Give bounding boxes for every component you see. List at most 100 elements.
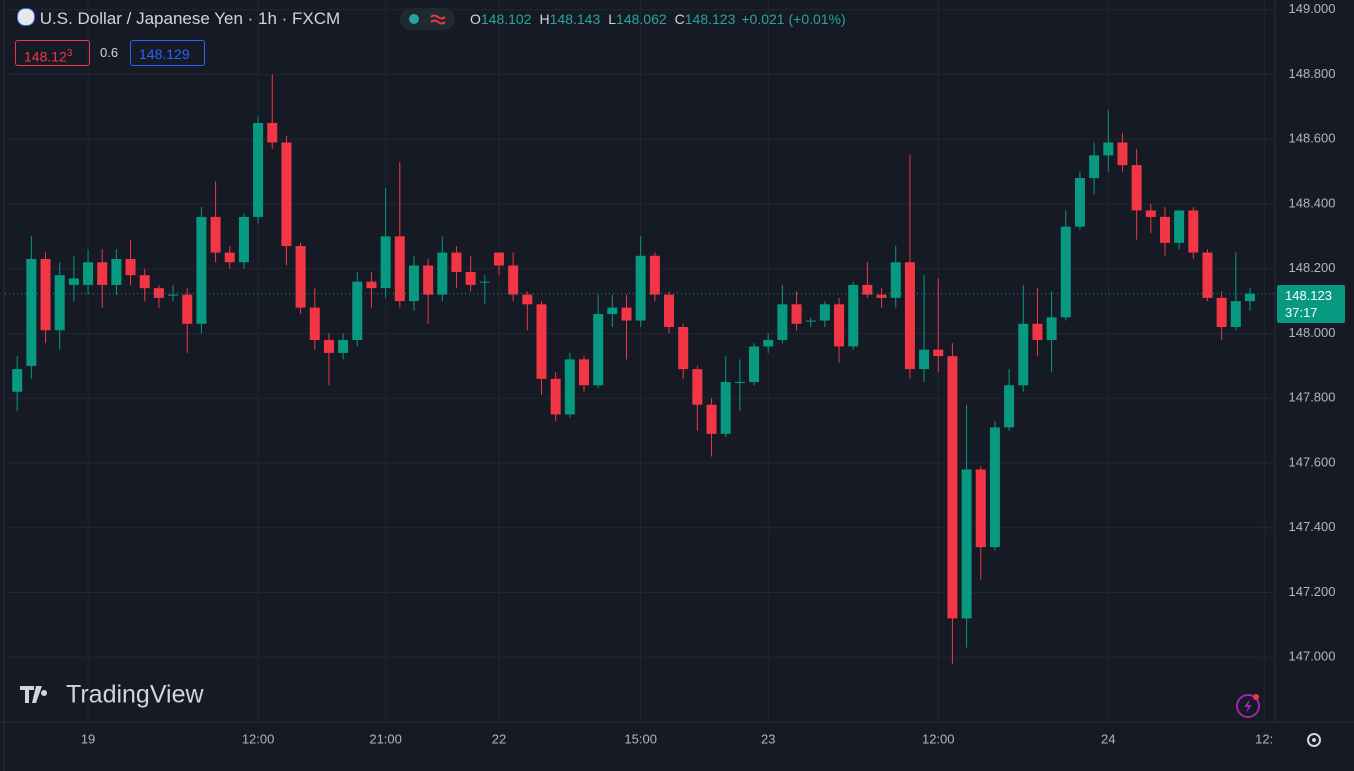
candle-body [1174,210,1185,243]
candle-body [989,427,1000,548]
x-tick-label: 23 [761,731,775,746]
x-tick-label: 12: [1255,731,1273,746]
candle-body [451,252,462,272]
candle-body [423,265,434,295]
candle-body [295,246,306,308]
candle-body [97,262,108,285]
y-tick-label: 147.400 [1289,519,1336,534]
change: +0.021 (+0.01%) [741,11,846,27]
candle-body [621,307,632,321]
candle-body [111,259,122,285]
y-tick-label: 148.200 [1289,260,1336,275]
candle-body [83,262,94,285]
alert-icon[interactable] [1236,694,1260,718]
candle-body [678,327,689,370]
candle-body [394,236,405,302]
candle-body [253,123,264,217]
candle-body [338,339,349,353]
ohlc-label: H [539,11,550,27]
candle-body [593,314,604,386]
status-pill[interactable] [400,8,455,30]
candle-body [479,281,490,283]
y-tick-label: 147.200 [1289,584,1336,599]
candle-body [1230,301,1241,328]
sell-price: 148.12 [24,48,67,65]
candle-body [1032,323,1043,340]
candle-body [961,469,972,619]
candle-body [1074,178,1085,227]
alert-bolt [1244,699,1252,713]
candle-body [168,294,179,296]
alert-dot [1253,694,1259,700]
candle-body [1060,226,1071,318]
x-tick-label: 22 [492,731,506,746]
y-tick-label: 148.800 [1289,66,1336,81]
candle-body [139,275,150,289]
candle-body [834,304,845,347]
sell-pip: 3 [66,48,73,59]
candle-body [267,123,278,143]
candle-body [493,252,504,266]
ohlc-value: 148.123 [684,11,736,27]
candle-body [876,294,887,298]
watermark-icon [20,686,48,703]
candle-body [40,259,51,331]
candle-body [763,339,774,347]
candle-body [323,339,334,353]
candle-body [1117,142,1128,166]
candle-body [692,369,703,405]
x-tick-label: 21:00 [369,731,402,746]
x-tick-label: 12:00 [922,731,955,746]
candle-body [68,278,79,285]
candle-body [536,304,547,379]
x-tick-label: 24 [1101,731,1115,746]
watermark: TradingView [66,681,205,709]
sell-button[interactable]: 148.123 [15,40,90,66]
candle-body [224,252,235,263]
candle-body [54,275,65,331]
candle-body [1216,297,1227,328]
candle-body [805,320,816,322]
y-tick-label: 149.000 [1289,1,1336,16]
symbol: U.S. Dollar / Japanese Yen · 1h · FXCM [39,9,341,28]
candle-body [1145,210,1156,217]
candle-body [635,255,646,321]
x-tick-label: 12:00 [242,731,275,746]
ohlc-row: O148.102 H148.143 L148.062 C148.123 +0.021 (… [470,11,846,27]
candle-body [153,288,164,298]
candle-body [1131,165,1142,211]
candle-body [1004,385,1015,428]
countdown: 37:17 [1285,305,1318,320]
y-tick-label: 148.600 [1289,131,1336,146]
candle-body [664,294,675,328]
candle-body [706,404,717,434]
candle-body [196,216,207,324]
candle-body [975,469,986,548]
candle-body [309,307,320,340]
candle-body [550,378,561,415]
candle-body [791,304,802,324]
candle-body [508,265,519,295]
market-open-dot [409,14,419,24]
candle-body [777,304,788,340]
delay-icon [430,14,446,25]
ohlc-label: O [470,11,481,27]
candle-body [437,252,448,295]
candle-body [890,262,901,298]
candle-body [366,281,377,289]
candle-body [933,349,944,357]
buy-button[interactable]: 148.129 [130,40,205,66]
last-price: 148.123 [1285,288,1332,303]
ohlc-label: C [674,11,685,27]
candle-body [281,142,292,247]
candle-body [1018,323,1029,386]
candle-body [819,304,830,321]
candle-body [210,216,221,253]
candle-body [1188,210,1199,253]
y-tick-label: 147.600 [1289,454,1336,469]
settings-icon[interactable] [1307,733,1321,747]
candle-body [1089,155,1100,179]
